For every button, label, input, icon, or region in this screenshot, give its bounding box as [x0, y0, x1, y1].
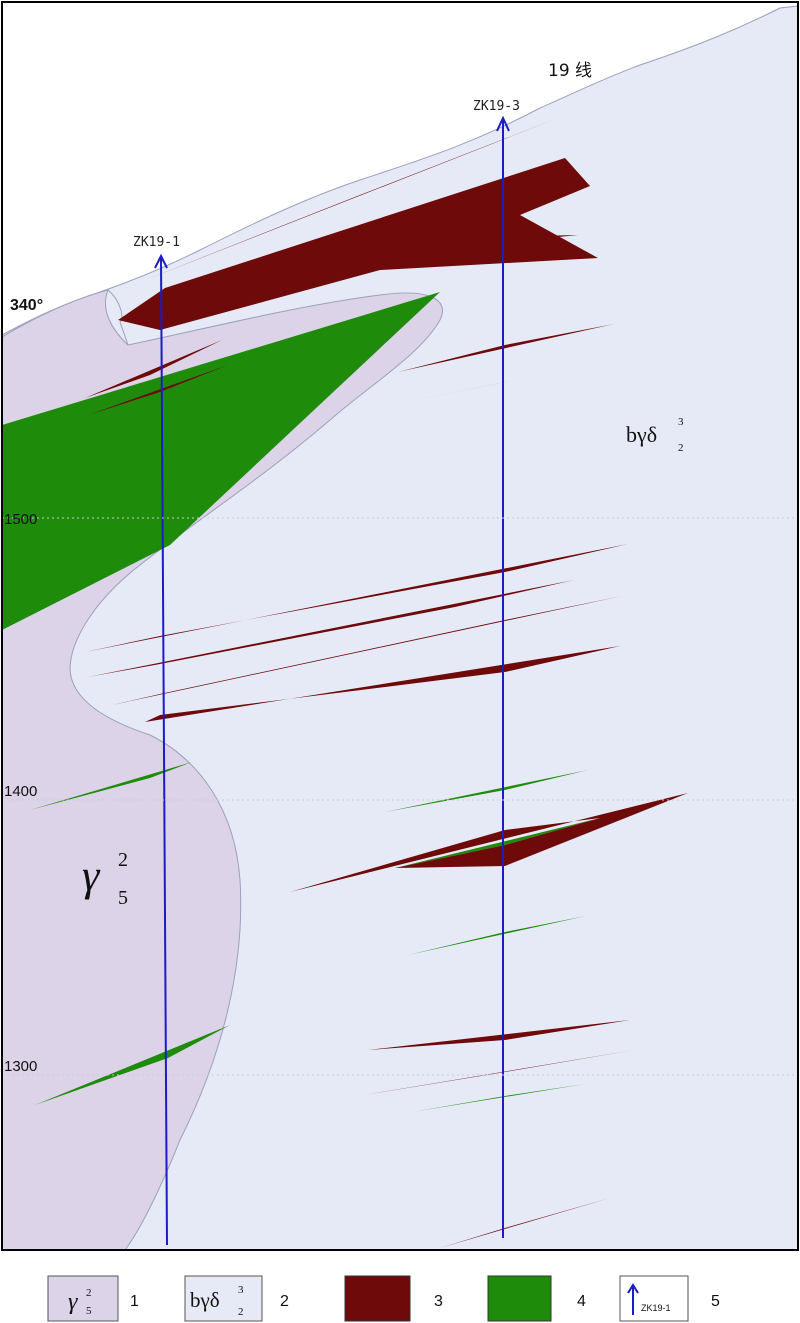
ore-body — [368, 1020, 630, 1050]
legend-granite-sup: 2 — [86, 1287, 92, 1299]
ore-body — [370, 235, 578, 246]
mineralized-zone — [412, 1084, 585, 1112]
elevation-label: 1300 — [4, 1058, 37, 1075]
ore-body — [112, 596, 622, 705]
ore-body — [145, 646, 620, 722]
ore-body — [85, 544, 628, 652]
borehole-zk19-3-label: ZK19-3 — [473, 99, 520, 114]
ore-body — [440, 1198, 610, 1248]
legend-swatch-borehole — [619, 1275, 689, 1322]
borehole-zk19-3-arrow-icon — [496, 115, 510, 132]
diorite-superscript: 3 — [678, 416, 684, 428]
sky-area — [2, 2, 798, 335]
ore-body — [88, 365, 228, 415]
granite-unit-label: γ 2 5 — [82, 849, 128, 909]
legend-swatch-diorite — [184, 1275, 263, 1322]
legend: γ 2 5 1 bγδ 3 2 2 3 4 ZK19-1 5 — [47, 1275, 720, 1322]
ore-body — [398, 324, 614, 372]
granite-symbol: γ — [82, 851, 101, 900]
granite-subscript: 5 — [118, 887, 128, 909]
legend-swatch-ore-body — [344, 1275, 411, 1322]
ore-body — [140, 118, 558, 282]
legend-diorite-symbol: bγδ — [190, 1288, 220, 1312]
legend-swatch-granite — [47, 1275, 119, 1322]
ore-body — [290, 793, 688, 892]
mineralized-zone — [385, 770, 588, 812]
azimuth-label: 340° — [10, 297, 43, 314]
ore-body — [88, 580, 574, 677]
legend-granite-sub: 5 — [86, 1305, 92, 1317]
legend-swatch-mineralized-zone — [487, 1275, 552, 1322]
mineralized-zone — [395, 818, 600, 868]
borehole-zk19-1-label: ZK19-1 — [133, 235, 180, 250]
boreholes — [154, 115, 510, 1246]
legend-borehole-arrowhead-icon — [627, 1283, 639, 1294]
legend-diorite-sup: 3 — [238, 1284, 244, 1296]
legend-number: 1 — [130, 1293, 139, 1310]
legend-diorite-sub: 2 — [238, 1306, 244, 1318]
granite-superscript: 2 — [118, 849, 128, 871]
diorite-unit-label: bγδ 3 2 — [626, 416, 684, 454]
mineralized-zone — [2, 292, 440, 630]
diorite-symbol: bγδ — [626, 422, 657, 447]
mineralized-zone — [35, 1025, 230, 1105]
legend-number: 3 — [434, 1293, 443, 1310]
legend-number: 4 — [577, 1293, 586, 1310]
section-frame — [1, 1, 799, 1251]
section-line-label: 19 线 — [548, 61, 592, 81]
diorite-subscript: 2 — [678, 442, 684, 454]
ore-body — [85, 340, 222, 398]
elevation-label: 1500 — [4, 511, 37, 528]
legend-borehole-label: ZK19-1 — [641, 1303, 671, 1313]
mineralized-zone — [408, 916, 586, 955]
ore-body — [118, 158, 598, 330]
legend-number: 2 — [280, 1293, 289, 1310]
mineralized-zone — [30, 762, 192, 810]
borehole-zk19-1-arrow-icon — [154, 253, 168, 269]
mineralized-zones — [2, 292, 600, 1112]
borehole-zk19-1-line — [160, 257, 168, 1246]
ore-bodies — [85, 118, 688, 1248]
elevation-label: 1400 — [4, 783, 37, 800]
granite-contact-line — [107, 289, 129, 346]
ore-body — [364, 1050, 634, 1095]
legend-number: 5 — [711, 1293, 720, 1310]
legend-granite-symbol: γ — [68, 1289, 78, 1315]
